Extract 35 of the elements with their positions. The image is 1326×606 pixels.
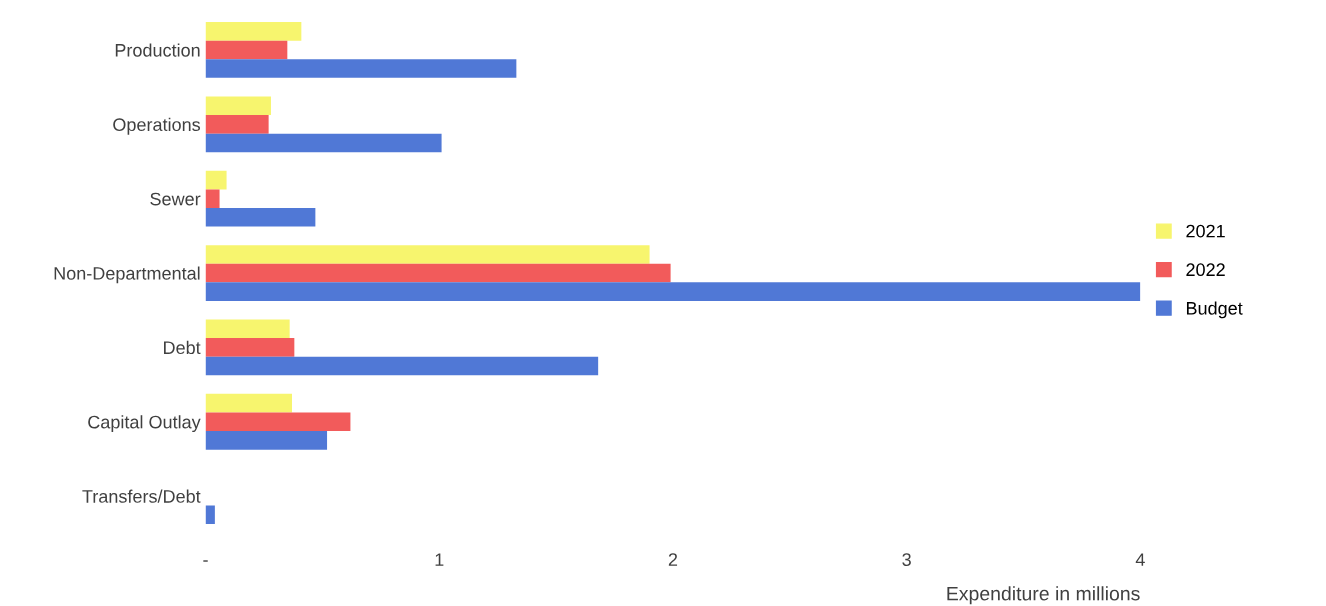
bar bbox=[205, 207, 316, 227]
legend-label: 2022 bbox=[1186, 263, 1225, 277]
bar bbox=[205, 115, 269, 134]
x-axis-title: Expenditure in millions bbox=[947, 586, 1140, 605]
legend-label: 2021 bbox=[1186, 224, 1225, 238]
y-tick-label: Debt bbox=[164, 340, 201, 355]
bar bbox=[205, 319, 290, 339]
bar bbox=[205, 59, 517, 78]
y-tick-label: Operations bbox=[113, 117, 201, 135]
bar bbox=[205, 431, 328, 450]
x-tick-label: 1 bbox=[435, 553, 444, 566]
bar bbox=[205, 412, 351, 432]
bar bbox=[205, 96, 271, 116]
bar bbox=[205, 263, 671, 283]
bar bbox=[205, 356, 599, 376]
x-tick-label: 2 bbox=[668, 553, 678, 566]
bar bbox=[205, 22, 302, 41]
bar bbox=[205, 393, 292, 413]
bar bbox=[205, 505, 215, 524]
y-tick-label: Non-Departmental bbox=[54, 266, 200, 284]
y-tick-label: Transfers/Debt bbox=[82, 489, 201, 503]
bar bbox=[205, 338, 295, 357]
bar bbox=[205, 282, 1141, 301]
legend-label: Budget bbox=[1186, 301, 1243, 319]
bar bbox=[205, 170, 227, 190]
y-tick-label: Capital Outlay bbox=[88, 415, 201, 433]
bar bbox=[205, 245, 650, 264]
x-tick-label: - bbox=[203, 560, 208, 562]
y-tick-label: Production bbox=[115, 43, 200, 57]
bar bbox=[205, 40, 288, 60]
bar bbox=[205, 189, 220, 208]
x-tick-label: 4 bbox=[1135, 553, 1145, 566]
bar bbox=[205, 133, 442, 153]
x-tick-label: 3 bbox=[902, 553, 911, 566]
y-tick-label: Sewer bbox=[150, 192, 201, 206]
